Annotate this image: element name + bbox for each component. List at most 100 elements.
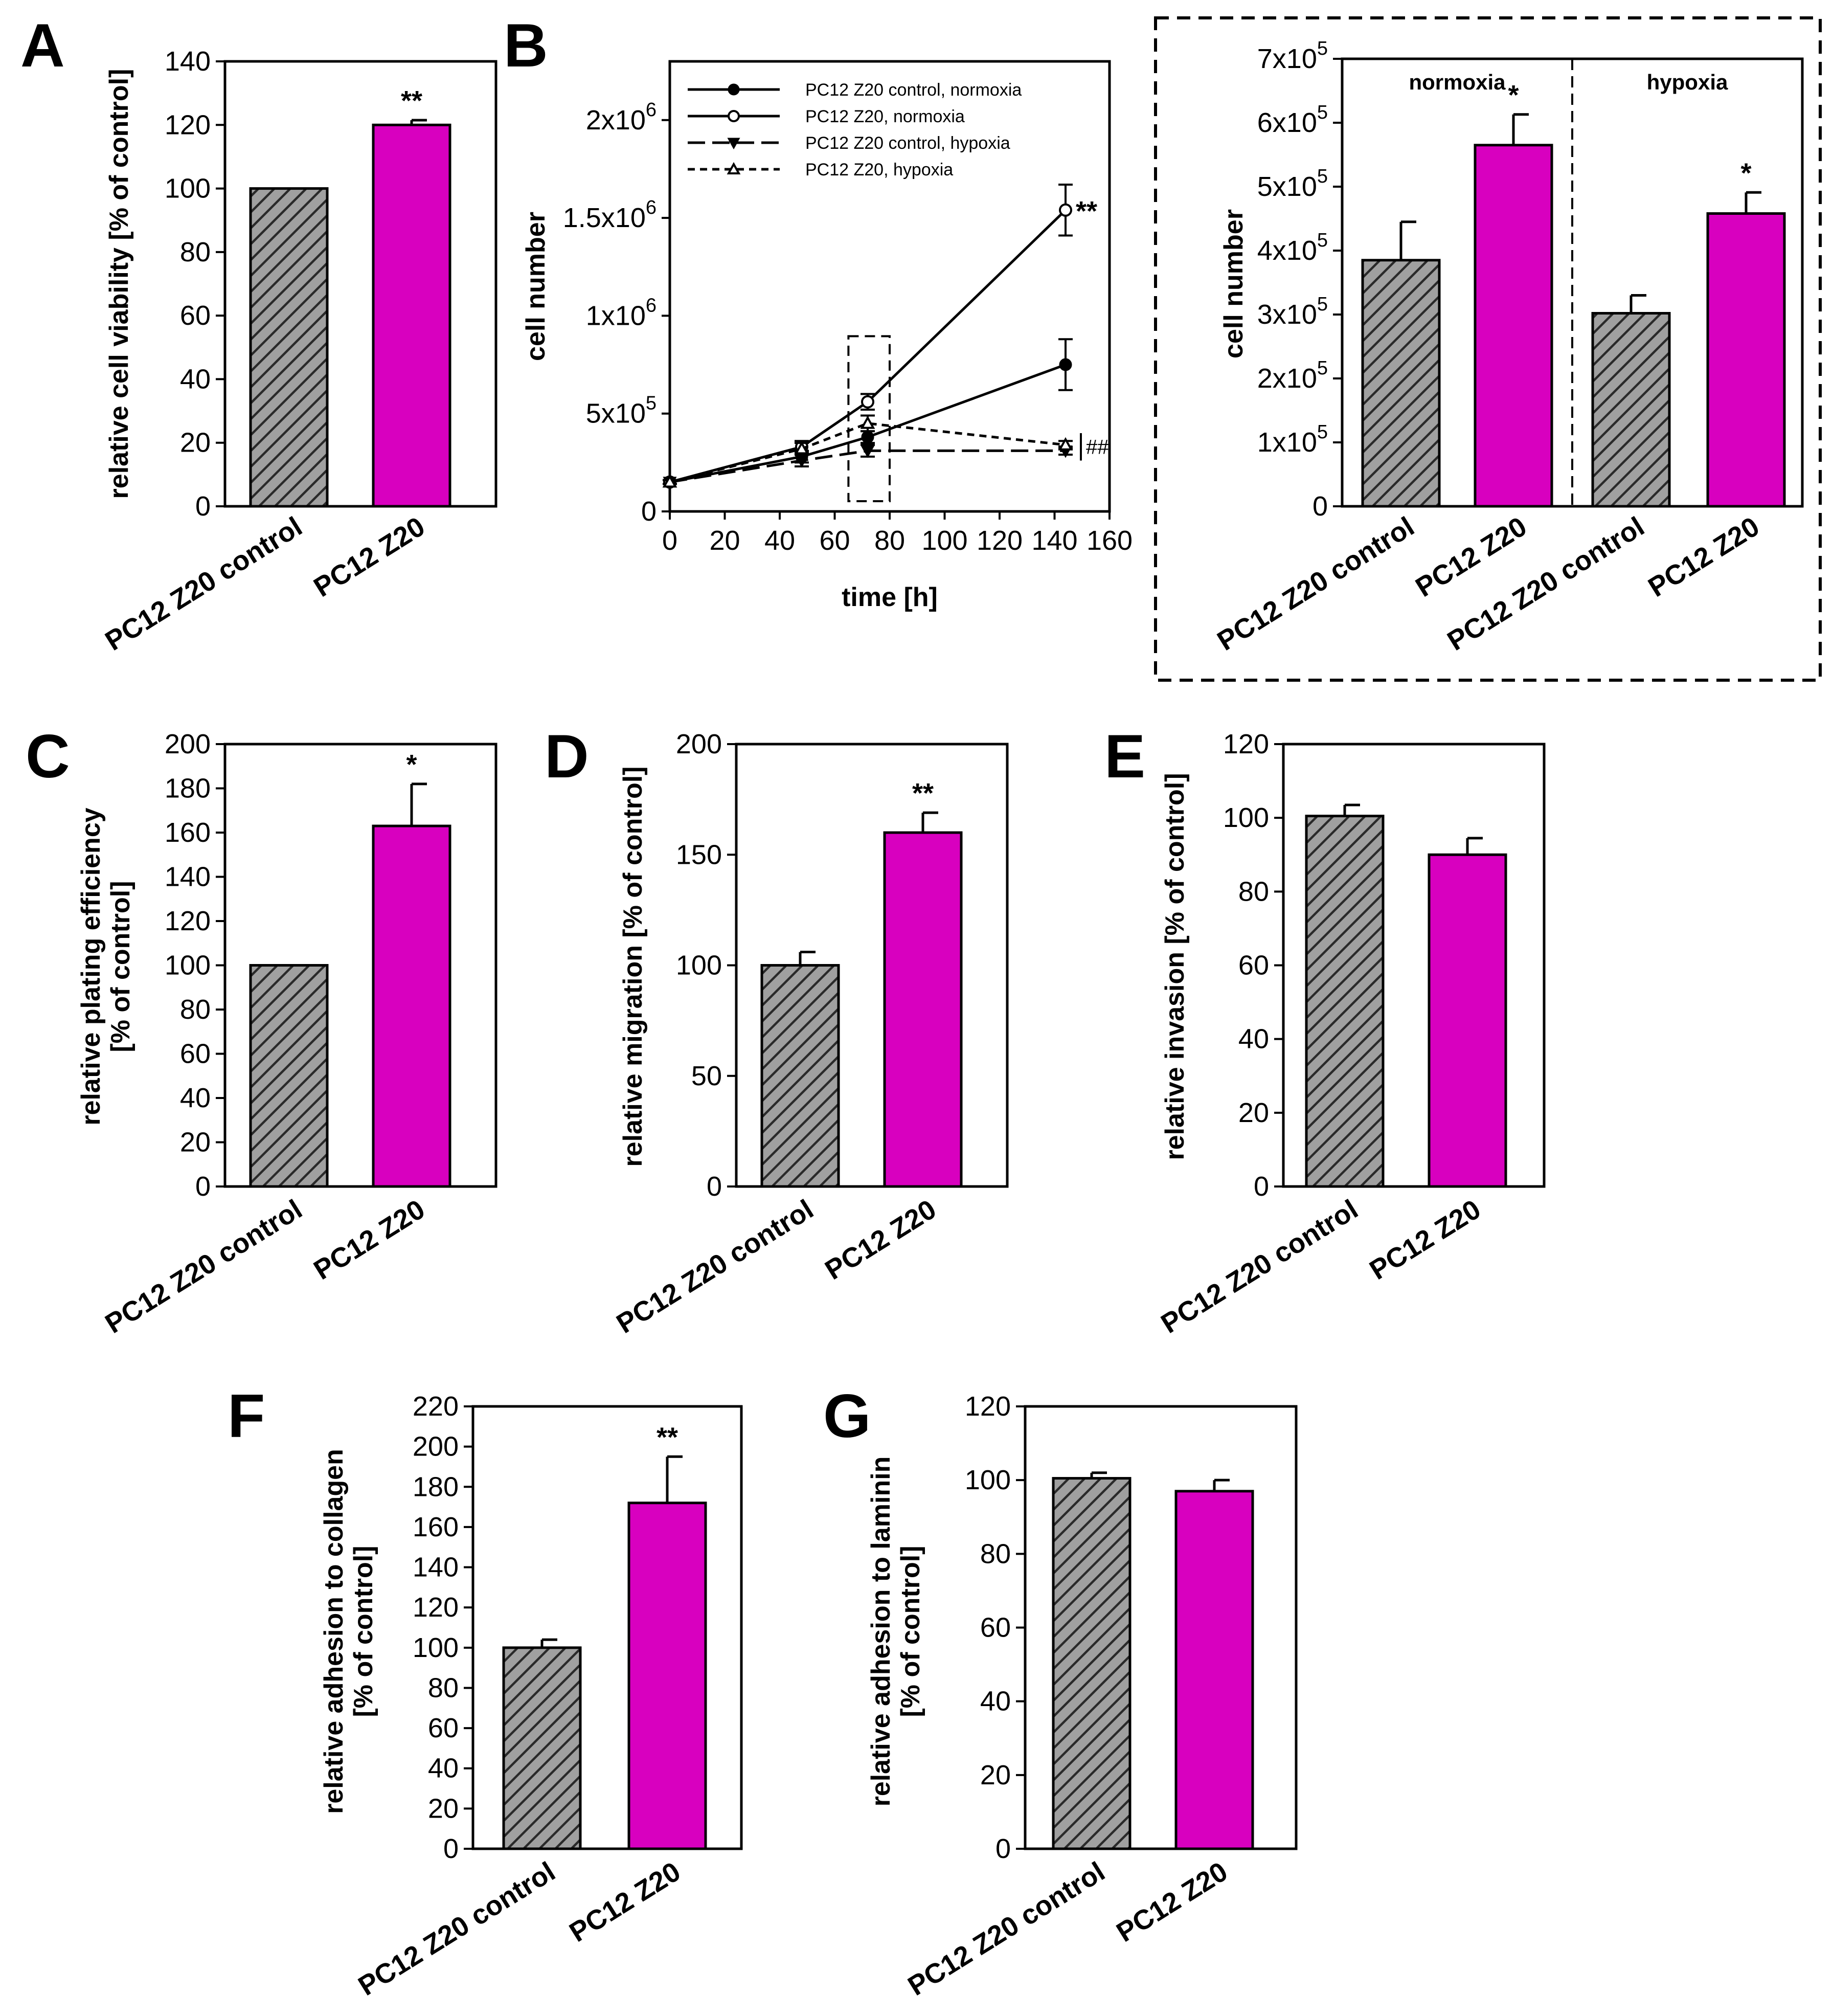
category-label: PC12 Z20 control bbox=[1156, 1194, 1363, 1339]
y-tick-label: 120 bbox=[965, 1391, 1011, 1422]
data-point bbox=[860, 415, 875, 429]
y-tick-label: 60 bbox=[428, 1713, 459, 1743]
y-tick-label: 160 bbox=[165, 817, 211, 848]
category-label: PC12 Z20 bbox=[820, 1194, 941, 1286]
y-tick-label-exponent: 5 bbox=[1317, 166, 1328, 187]
y-axis-label-line2: [% of control] bbox=[896, 1545, 925, 1717]
y-tick-label-mantissa: 2x10 bbox=[1257, 363, 1317, 394]
x-tick-label: 140 bbox=[1031, 525, 1077, 556]
y-tick-label: 0 bbox=[1254, 1171, 1269, 1202]
legend-marker bbox=[728, 110, 740, 122]
y-tick-label-mantissa: 1x10 bbox=[1257, 427, 1317, 458]
y-tick-label-exponent: 5 bbox=[1317, 294, 1328, 315]
y-tick-label: 100 bbox=[165, 950, 211, 981]
significance-marker: ** bbox=[1076, 196, 1097, 227]
y-tick-label: 4x105 bbox=[1257, 230, 1328, 266]
y-tick-label-mantissa: 7x10 bbox=[1257, 43, 1317, 74]
y-tick-label: 200 bbox=[165, 729, 211, 759]
bar-control bbox=[760, 964, 840, 1188]
y-tick-label: 220 bbox=[413, 1391, 459, 1422]
legend-entry: PC12 Z20 control, hypoxia bbox=[805, 133, 1010, 153]
x-tick-label: 20 bbox=[709, 525, 740, 556]
category-label: PC12 Z20 control bbox=[100, 511, 307, 657]
panel-label: G bbox=[823, 1382, 871, 1450]
y-tick-label: 80 bbox=[180, 237, 211, 267]
y-axis-label: relative invasion [% of control] bbox=[1160, 773, 1190, 1160]
x-tick-label: 0 bbox=[662, 525, 677, 556]
panel-d-migration-chart: 0 50 100 150 200 PC12 Z20 control ** PC12 Z20 re… bbox=[545, 722, 1009, 1339]
y-tick-label: 200 bbox=[676, 729, 722, 759]
y-tick-label: 5x105 bbox=[1257, 166, 1328, 202]
significance-marker: ** bbox=[401, 85, 422, 116]
y-tick-label: 20 bbox=[180, 1127, 211, 1158]
category-label: PC12 Z20 bbox=[1643, 511, 1764, 603]
y-tick-label: 160 bbox=[413, 1512, 459, 1542]
y-axis-label-line2: [% of control] bbox=[349, 1545, 378, 1717]
category-label: PC12 Z20 bbox=[308, 1194, 430, 1286]
y-tick-label: 100 bbox=[165, 173, 211, 204]
data-point bbox=[861, 395, 874, 409]
y-tick-label: 40 bbox=[180, 1083, 211, 1113]
region-title-normoxia: normoxia bbox=[1409, 70, 1506, 94]
y-tick-label: 40 bbox=[980, 1686, 1011, 1717]
y-tick-label-mantissa: 6x10 bbox=[1257, 107, 1317, 138]
y-tick-label-exponent: 5 bbox=[1317, 357, 1328, 379]
y-axis-label: cell number bbox=[1219, 209, 1249, 359]
y-axis-label: cell number bbox=[521, 212, 551, 361]
y-tick-label-mantissa: 0 bbox=[1312, 491, 1328, 522]
data-point bbox=[861, 445, 875, 458]
y-tick-label-exponent: 6 bbox=[646, 197, 657, 218]
y-tick-label: 3x105 bbox=[1257, 294, 1328, 330]
data-point bbox=[662, 474, 677, 488]
y-tick-label: 120 bbox=[1223, 729, 1269, 759]
y-tick-label-exponent: 6 bbox=[646, 99, 657, 121]
category-label: PC12 Z20 bbox=[564, 1856, 686, 1948]
y-tick-label-mantissa: 5x10 bbox=[1257, 171, 1317, 202]
y-tick-label: 20 bbox=[428, 1793, 459, 1824]
y-tick-label: 20 bbox=[1238, 1097, 1269, 1128]
y-tick-label: 1.5x106 bbox=[563, 197, 657, 233]
x-tick-label: 160 bbox=[1087, 525, 1133, 556]
panel-a-viability-chart: 0 20 40 60 80 100 120 140 PC12 Z20 control ** PC12… bbox=[20, 11, 497, 657]
panel-label: C bbox=[26, 722, 70, 791]
x-tick-label: 60 bbox=[819, 525, 850, 556]
y-tick-label: 120 bbox=[413, 1592, 459, 1623]
y-tick-label: 120 bbox=[165, 109, 211, 140]
y-tick-label: 150 bbox=[676, 839, 722, 870]
y-axis-label: relative adhesion to laminin bbox=[866, 1457, 896, 1807]
y-tick-label: 2x106 bbox=[586, 99, 657, 136]
y-tick-label: 60 bbox=[980, 1612, 1011, 1643]
y-axis-label-line2: [% of control] bbox=[106, 881, 135, 1052]
y-tick-label: 80 bbox=[980, 1538, 1011, 1569]
data-point bbox=[1058, 437, 1073, 451]
bar-z20 bbox=[372, 123, 451, 508]
legend-marker bbox=[727, 162, 741, 174]
region-title-hypoxia: hypoxia bbox=[1647, 70, 1728, 94]
y-tick-label: 140 bbox=[165, 862, 211, 892]
x-tick-label: 100 bbox=[921, 525, 967, 556]
significance-marker: ** bbox=[657, 1422, 678, 1452]
y-tick-label: 0 bbox=[195, 1171, 211, 1202]
bar-z20 bbox=[883, 831, 963, 1188]
hypoxia-significance: ## bbox=[1086, 436, 1109, 459]
y-tick-label: 40 bbox=[180, 364, 211, 394]
highlight-window bbox=[847, 335, 891, 502]
bar-control bbox=[249, 964, 329, 1188]
x-tick-label: 80 bbox=[874, 525, 905, 556]
category-label: PC12 Z20 bbox=[308, 511, 430, 603]
y-tick-label-exponent: 5 bbox=[1317, 421, 1328, 443]
data-point bbox=[795, 455, 809, 468]
panel-g-laminin-chart: 0 20 40 60 80 100 120 PC12 Z20 control PC12 Z20 r… bbox=[823, 1382, 1298, 2002]
y-tick-label: 40 bbox=[1238, 1024, 1269, 1055]
y-tick-label: 0 bbox=[443, 1833, 459, 1864]
y-tick-label: 180 bbox=[165, 773, 211, 804]
y-tick-label: 2x105 bbox=[1257, 357, 1328, 394]
x-axis-label: time [h] bbox=[842, 583, 938, 612]
significance-marker: ** bbox=[912, 778, 934, 809]
y-tick-label-mantissa: 2x10 bbox=[586, 105, 646, 136]
y-tick-label: 40 bbox=[428, 1753, 459, 1784]
legend-marker bbox=[728, 83, 740, 96]
category-label: PC12 Z20 bbox=[1364, 1194, 1486, 1286]
category-label: PC12 Z20 control bbox=[1212, 511, 1419, 657]
